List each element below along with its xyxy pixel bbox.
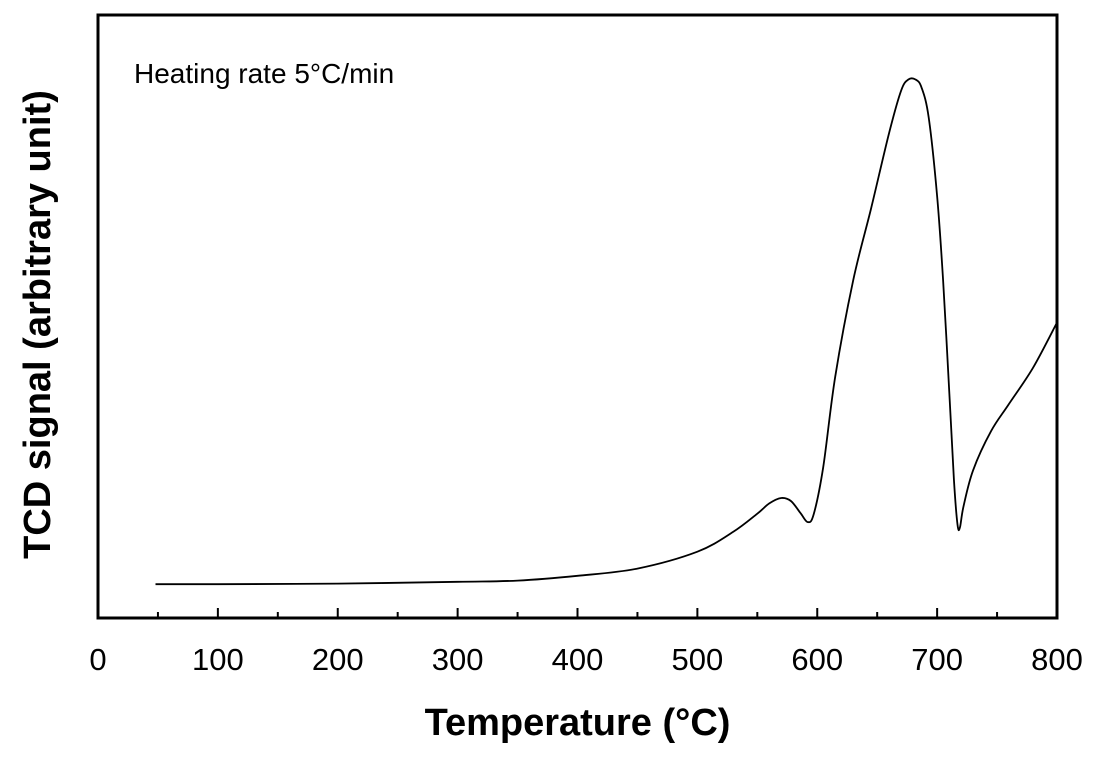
x-tick-label: 500 [672, 642, 724, 677]
x-tick-label: 0 [89, 642, 106, 677]
x-tick-label: 800 [1031, 642, 1083, 677]
x-axis-title: Temperature (°C) [425, 702, 731, 744]
x-tick-label: 600 [791, 642, 843, 677]
plot-frame [96, 13, 1059, 620]
x-tick-label: 200 [312, 642, 364, 677]
x-tick-label: 300 [432, 642, 484, 677]
x-axis-ticks: 0 100 200 300 400 500 600 700 800 [89, 608, 1083, 677]
heating-rate-annotation: Heating rate 5°C/min [134, 58, 394, 89]
series-line [155, 77, 1058, 586]
y-axis-title: TCD signal (arbitrary unit) [17, 90, 59, 559]
x-tick-label: 700 [911, 642, 963, 677]
x-tick-label: 400 [552, 642, 604, 677]
x-tick-label: 100 [192, 642, 244, 677]
